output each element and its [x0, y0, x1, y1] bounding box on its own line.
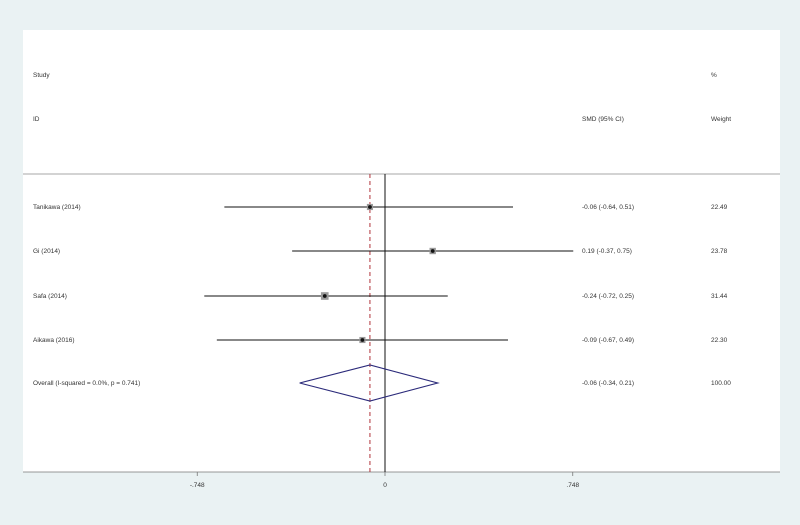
overall-ci-text: -0.06 (-0.34, 0.21)	[582, 380, 634, 387]
study-weight-text: 22.30	[711, 337, 728, 344]
header-study: Study	[33, 72, 50, 79]
study-label: Safa (2014)	[33, 293, 67, 300]
study-point	[322, 294, 327, 298]
study-ci-text: -0.06 (-0.64, 0.51)	[582, 204, 634, 211]
study-label: Tanikawa (2014)	[33, 204, 81, 211]
study-weight-text: 31.44	[711, 293, 728, 300]
study-weight-text: 22.49	[711, 204, 728, 211]
overall-label: Overall (I-squared = 0.0%, p = 0.741)	[33, 380, 140, 387]
study-ci-text: -0.24 (-0.72, 0.25)	[582, 293, 634, 300]
overall-weight-text: 100.00	[711, 380, 731, 387]
x-tick-label: 0	[383, 482, 387, 489]
study-weight-text: 23.78	[711, 248, 728, 255]
header-id: ID	[33, 116, 40, 123]
x-tick-label: .748	[566, 482, 579, 489]
header-weight: Weight	[711, 116, 731, 123]
study-ci-text: 0.19 (-0.37, 0.75)	[582, 248, 632, 255]
overall-diamond	[299, 364, 440, 402]
study-label: Gi (2014)	[33, 248, 60, 255]
study-point	[368, 205, 372, 209]
study-point	[430, 249, 435, 253]
study-label: Aikawa (2016)	[33, 337, 75, 344]
header-pct: %	[711, 72, 717, 79]
header-effect: SMD (95% CI)	[582, 116, 624, 123]
x-tick-label: -.748	[190, 482, 205, 489]
study-point	[360, 338, 365, 342]
study-ci-text: -0.09 (-0.67, 0.49)	[582, 337, 634, 344]
